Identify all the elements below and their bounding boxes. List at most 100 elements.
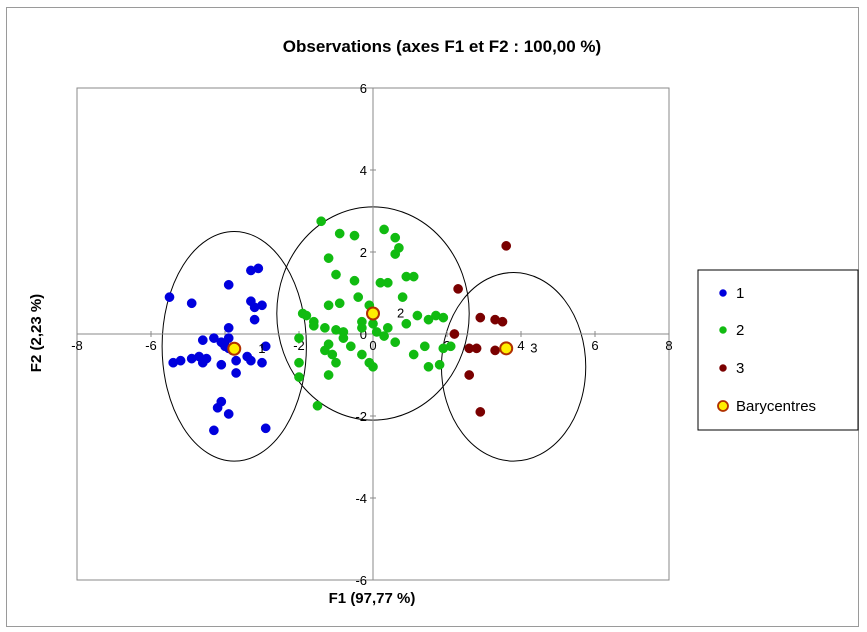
- series-2-point: [382, 323, 393, 333]
- y-tick-label: -6: [355, 573, 367, 588]
- barycentre-label: 1: [258, 341, 265, 356]
- series-2-point: [331, 357, 341, 368]
- x-tick-label: 6: [591, 338, 598, 353]
- series-1-point: [209, 333, 219, 343]
- series-2-point: [327, 349, 338, 360]
- series-2-point: [357, 323, 367, 333]
- y-tick-label: -4: [355, 491, 367, 506]
- series-1-point: [231, 355, 241, 366]
- series-2-point: [419, 341, 430, 352]
- barycentre-label: 2: [397, 306, 404, 321]
- series-1-point: [223, 279, 234, 290]
- series-1-point: [223, 333, 234, 343]
- legend-marker-2: [719, 326, 727, 334]
- series-2-point: [379, 331, 389, 341]
- series-1-point: [186, 298, 197, 309]
- series-1-point: [164, 292, 175, 302]
- series-3-point: [453, 284, 463, 294]
- series-3-point: [501, 241, 512, 251]
- series-2-point: [390, 232, 401, 243]
- x-tick-label: -2: [293, 338, 305, 353]
- series-2-point: [364, 357, 375, 368]
- x-tick-label: -6: [145, 338, 157, 353]
- scatter-chart: Observations (axes F1 et F2 : 100,00 %) …: [28, 37, 859, 607]
- series-2-point: [323, 370, 334, 380]
- y-tick-label: 6: [360, 81, 367, 96]
- series-2-point: [434, 359, 445, 370]
- series-2-point: [397, 292, 408, 302]
- series-2-point: [371, 327, 382, 337]
- series-1-point: [197, 357, 208, 368]
- series-1-point: [223, 323, 234, 333]
- x-tick-label: 4: [517, 338, 524, 353]
- series-2-point: [312, 400, 323, 411]
- series-2-point: [408, 271, 419, 282]
- legend-label-4: Barycentres: [736, 398, 816, 415]
- y-tick-label: 0: [360, 327, 367, 342]
- series-2-point: [423, 361, 434, 372]
- series-1-point: [260, 341, 271, 352]
- series-1-point: [260, 423, 271, 434]
- series-2-point: [334, 298, 345, 309]
- series-3-point: [471, 343, 482, 354]
- x-axis-title: F1 (97,77 %): [329, 590, 416, 607]
- series-2-point: [320, 345, 330, 356]
- series-1-point: [197, 335, 208, 345]
- series-1-point: [168, 357, 179, 368]
- series-3-point: [449, 329, 460, 339]
- series-2-point: [294, 357, 304, 368]
- series-2-point: [349, 275, 360, 286]
- series-2-point: [331, 269, 341, 280]
- barycentre-label: 3: [530, 340, 537, 355]
- series-1-point: [257, 357, 267, 368]
- series-2-point: [375, 277, 386, 288]
- legend-label-2: 2: [736, 322, 744, 339]
- series-1-point: [212, 402, 223, 413]
- series-3-point: [490, 345, 500, 356]
- series-2-point: [323, 300, 334, 311]
- series-2-point: [294, 372, 304, 382]
- series-2-point: [294, 333, 304, 343]
- series-1-point: [253, 263, 264, 274]
- series-2-point: [301, 310, 312, 321]
- legend-marker-4: [717, 400, 729, 412]
- barycentre-point: [499, 341, 514, 356]
- series-2-point: [379, 224, 389, 235]
- series-1-point: [186, 353, 197, 364]
- series-2-point: [368, 318, 378, 329]
- confidence-ellipse-1: [161, 230, 307, 462]
- series-1-point: [249, 314, 260, 325]
- series-2-point: [323, 253, 334, 263]
- series-3-point: [464, 370, 475, 380]
- series-2-point: [390, 249, 401, 259]
- series-2-point: [390, 337, 401, 348]
- y-tick-label: 4: [360, 163, 367, 178]
- series-2-point: [401, 318, 412, 329]
- series-2-point: [320, 323, 330, 333]
- series-1-point: [246, 355, 256, 366]
- chart-title: Observations (axes F1 et F2 : 100,00 %): [283, 37, 601, 56]
- series-2-point: [408, 349, 419, 360]
- legend-marker-1: [719, 289, 727, 297]
- series-1-point: [216, 359, 227, 370]
- series-3-point: [475, 407, 486, 417]
- legend-marker-3: [719, 364, 727, 372]
- series-1-point: [231, 368, 241, 378]
- series-1-point: [209, 425, 219, 436]
- series-2-point: [338, 333, 349, 343]
- chart-frame: Observations (axes F1 et F2 : 100,00 %) …: [6, 7, 859, 627]
- x-tick-label: -8: [71, 338, 83, 353]
- series-3-point: [475, 312, 486, 323]
- x-tick-label: 0: [369, 338, 376, 353]
- y-tick-label: -2: [355, 409, 367, 424]
- legend-label-1: 1: [736, 285, 744, 302]
- series-2-point: [412, 310, 423, 321]
- legend: 1 2 3 Barycentres: [697, 269, 859, 431]
- series-2-point: [316, 216, 327, 227]
- series-1-point: [223, 409, 234, 419]
- series-2-point: [308, 320, 319, 331]
- series-2-point: [445, 341, 456, 352]
- series-2-point: [345, 341, 356, 352]
- series-3-point: [497, 316, 508, 327]
- series-2-point: [357, 349, 367, 360]
